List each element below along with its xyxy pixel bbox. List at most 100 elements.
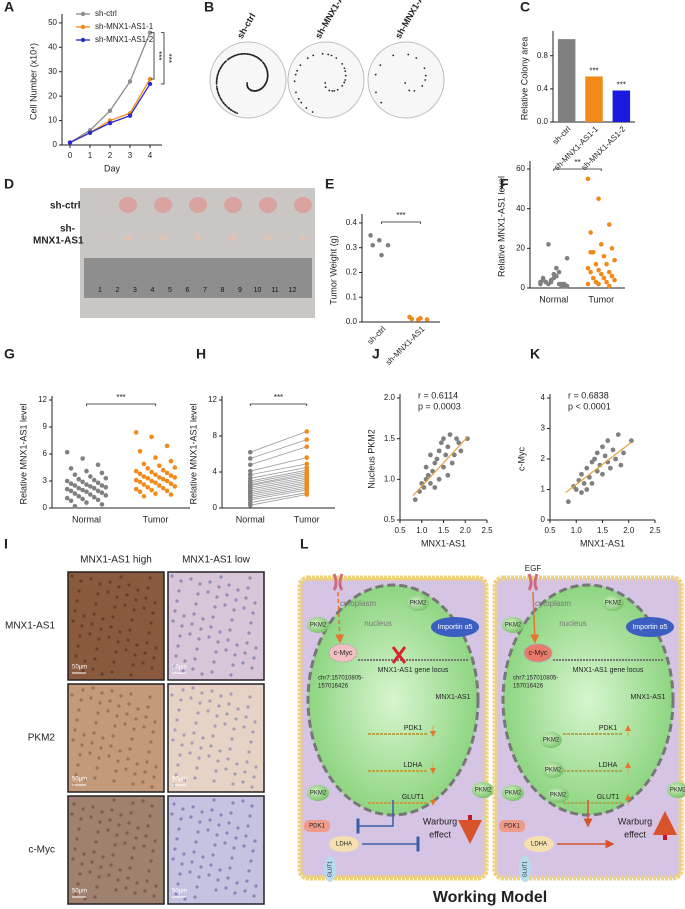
data-point xyxy=(147,30,153,35)
statistic: r = 0.6838 xyxy=(568,390,609,400)
y-tick-label: 1.5 xyxy=(384,434,396,443)
data-point xyxy=(606,283,612,289)
nucleus-stain xyxy=(219,694,223,698)
colony xyxy=(264,65,267,67)
nucleus-stain xyxy=(71,738,75,742)
ihc-image xyxy=(167,683,265,793)
nucleus-stain xyxy=(74,773,78,777)
importin xyxy=(626,617,674,637)
nucleus-stain xyxy=(123,603,127,607)
data-point xyxy=(164,478,170,484)
nucleus-stain xyxy=(209,744,213,748)
nucleus-stain xyxy=(207,873,211,877)
y-tick-label: 0 xyxy=(43,503,48,512)
data-point xyxy=(584,465,590,471)
data-point xyxy=(368,233,373,238)
nucleus-stain xyxy=(94,602,98,606)
data-point xyxy=(133,430,139,435)
diagram-label: cytoplasm xyxy=(535,599,571,608)
colony xyxy=(331,90,334,92)
nucleus-stain xyxy=(80,624,84,628)
colony xyxy=(224,104,227,107)
nucleus-stain xyxy=(108,818,112,822)
nucleus-stain xyxy=(143,770,147,774)
nucleus-stain xyxy=(130,856,134,860)
nucleus-stain xyxy=(90,622,94,626)
ruler-number: 8 xyxy=(221,287,225,294)
nucleus-stain xyxy=(217,585,221,589)
nucleus-stain xyxy=(95,885,99,889)
nucleus-stain xyxy=(113,843,117,847)
data-point xyxy=(602,453,608,459)
nucleus-stain xyxy=(242,606,246,610)
colony xyxy=(228,107,231,110)
data-point xyxy=(436,448,442,454)
colony xyxy=(245,52,247,55)
nucleus-stain xyxy=(251,730,255,734)
nucleus-stain xyxy=(148,695,152,699)
inhibit xyxy=(356,800,394,834)
colony xyxy=(294,73,297,76)
colony xyxy=(216,74,219,77)
nucleus-stain xyxy=(183,778,187,782)
nucleus-stain xyxy=(213,843,217,847)
nucleus-stain xyxy=(174,654,178,658)
nucleus-stain xyxy=(75,599,79,603)
pair-line xyxy=(250,480,307,492)
x-tick-label: sh-ctrl xyxy=(551,124,573,146)
data-point xyxy=(168,458,174,464)
colony xyxy=(336,88,339,91)
data-point xyxy=(593,261,599,267)
x-tick-label: sh-ctrl xyxy=(366,324,388,346)
nucleus-stain xyxy=(111,734,115,738)
nucleus-stain xyxy=(215,833,219,837)
data-point xyxy=(594,450,600,456)
plate xyxy=(209,41,287,119)
data-point xyxy=(425,472,431,478)
data-point xyxy=(588,249,593,255)
colony xyxy=(220,65,223,67)
colony xyxy=(341,85,344,87)
colony xyxy=(256,56,259,59)
diagram-label: MNX1-AS1 gene locus xyxy=(573,667,644,674)
data-point xyxy=(554,265,559,271)
nucleus-stain xyxy=(178,634,182,638)
nucleus-stain xyxy=(245,879,249,883)
nucleus-stain xyxy=(229,673,233,677)
data-point xyxy=(127,79,133,84)
data-point xyxy=(600,444,605,450)
nucleus-stain xyxy=(119,575,123,579)
nucleus-stain xyxy=(119,813,123,817)
nucleus-stain xyxy=(178,872,182,876)
data-point xyxy=(377,237,382,243)
pair-line xyxy=(250,469,307,482)
nucleus-stain xyxy=(230,737,234,741)
data-point xyxy=(157,475,162,480)
y-tick-label: 0.8 xyxy=(537,51,549,60)
colony xyxy=(408,89,411,92)
ldha-box xyxy=(524,836,554,852)
colony xyxy=(341,63,344,65)
nucleus-stain xyxy=(217,823,221,827)
x-tick-label: 1.0 xyxy=(571,526,583,535)
data-point xyxy=(424,317,430,322)
nucleus-stain xyxy=(250,666,254,670)
colony xyxy=(249,88,251,91)
colony xyxy=(246,86,249,89)
pair-line xyxy=(250,478,307,490)
nucleus-stain xyxy=(207,635,211,639)
nucleus-stain xyxy=(249,740,253,744)
nucleus-stain xyxy=(250,804,254,808)
plate-label: sh-MNX1-AS1-1 xyxy=(313,0,355,40)
data-point xyxy=(600,471,605,477)
y-tick-label: 40 xyxy=(48,42,57,51)
diagram-label: MNX1-AS1 gene locus xyxy=(378,667,449,674)
nucleus-stain xyxy=(195,885,199,889)
nucleus-stain xyxy=(252,656,256,660)
nucleus-stain xyxy=(232,608,236,612)
data-point xyxy=(153,491,158,496)
diagram-label: nucleus xyxy=(364,619,392,628)
nucleus-stain xyxy=(75,718,79,722)
nucleus-stain xyxy=(92,731,96,735)
nucleus-stain xyxy=(196,592,200,596)
